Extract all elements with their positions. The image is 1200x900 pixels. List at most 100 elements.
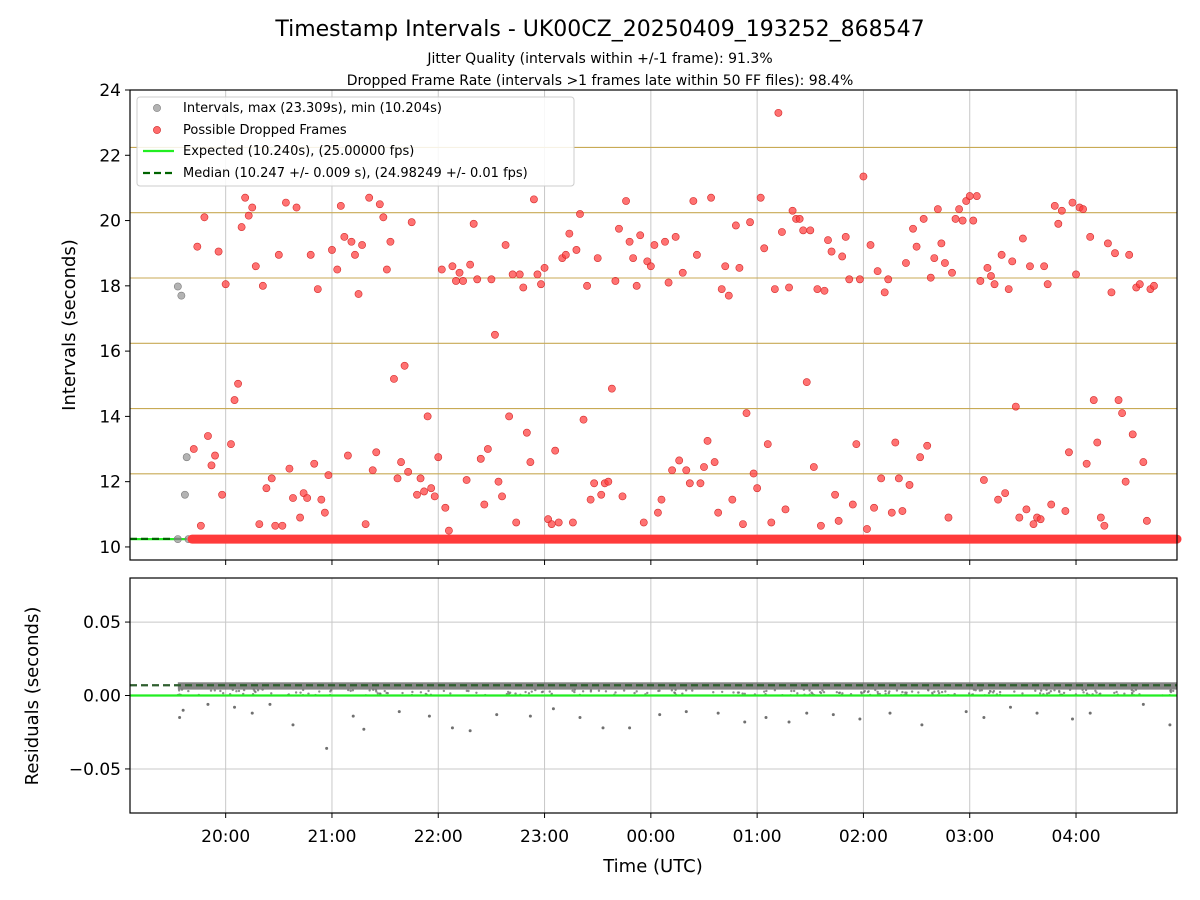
- dropped-point-161: [767, 518, 776, 527]
- residual-texture-point: [1082, 691, 1085, 694]
- dropped-point-54: [386, 237, 395, 246]
- dropped-point-224: [990, 280, 999, 289]
- dropped-point-185: [852, 440, 861, 449]
- residual-texture-point: [741, 692, 744, 695]
- dropped-point-227: [1001, 489, 1010, 497]
- dropped-point-179: [831, 490, 839, 499]
- dropped-point-51: [375, 200, 384, 209]
- dropped-point-81: [483, 445, 492, 453]
- dropped-point-16: [248, 203, 257, 212]
- dropped-point-172: [806, 226, 815, 235]
- dropped-point-215: [958, 216, 967, 225]
- legend-entry-expected: Expected (10.240s), (25.00000 fps): [183, 144, 414, 159]
- dropped-point-17: [251, 262, 260, 271]
- residual-texture-point: [876, 690, 879, 694]
- dropped-point-18: [255, 520, 264, 528]
- dropped-point-146: [714, 508, 723, 517]
- dropped-point-128: [650, 241, 659, 249]
- residual-outlier-19: [628, 726, 632, 730]
- dropped-point-104: [565, 229, 574, 238]
- interval-point-0: [173, 535, 182, 544]
- residual-texture-point: [209, 689, 213, 692]
- dropped-point-127: [646, 262, 655, 271]
- residual-texture-point: [581, 690, 585, 693]
- dropped-point-53: [382, 265, 391, 274]
- residual-texture-point: [904, 691, 907, 694]
- residual-texture-point: [235, 690, 238, 693]
- dropped-point-262: [1125, 250, 1134, 259]
- dropped-point-95: [533, 270, 542, 279]
- dropped-point-56: [393, 474, 402, 483]
- dropped-point-266: [1139, 458, 1148, 466]
- dropped-point-8: [218, 490, 227, 499]
- dropped-point-15: [244, 211, 253, 220]
- dropped-point-151: [731, 221, 740, 230]
- dropped-point-170: [799, 226, 808, 235]
- dropped-point-60: [407, 218, 416, 227]
- residual-texture-point: [442, 689, 446, 693]
- residual-texture-point: [540, 690, 544, 694]
- dropped-point-49: [368, 466, 377, 475]
- dropped-point-116: [607, 384, 616, 393]
- residual-texture-point: [589, 688, 593, 692]
- dropped-point-82: [487, 275, 496, 284]
- residual-texture-point: [1039, 689, 1043, 692]
- chart-subtitle-dropped: Dropped Frame Rate (intervals >1 frames …: [347, 73, 854, 89]
- dropped-point-144: [707, 193, 715, 202]
- residual-texture-point: [614, 691, 617, 694]
- dropped-point-37: [324, 471, 333, 480]
- dropped-point-138: [685, 479, 694, 488]
- residual-texture-point: [1095, 691, 1098, 694]
- dropped-point-11: [230, 396, 239, 404]
- dropped-point-50: [372, 448, 381, 457]
- dropped-point-166: [785, 283, 793, 292]
- dropped-point-123: [632, 281, 641, 290]
- dropped-point-88: [508, 270, 517, 279]
- dropped-point-2: [196, 521, 205, 530]
- residual-texture-point: [237, 689, 241, 693]
- dropped-point-183: [845, 275, 854, 284]
- dropped-point-263: [1128, 430, 1137, 439]
- dropped-point-190: [870, 503, 878, 512]
- residual-texture-point: [1034, 689, 1037, 692]
- dropped-point-175: [817, 521, 825, 530]
- dropped-point-260: [1118, 409, 1126, 418]
- residual-outlier-13: [468, 729, 472, 733]
- dropped-point-110: [586, 495, 595, 504]
- top-y-axis-label: Intervals (seconds): [59, 239, 80, 411]
- residual-outlier-10: [397, 710, 401, 714]
- residual-texture-point: [1132, 690, 1135, 693]
- dropped-point-92: [522, 428, 531, 437]
- residual-texture-point: [635, 690, 638, 693]
- dropped-point-36: [320, 508, 329, 517]
- residual-texture-point: [219, 689, 222, 693]
- dropped-point-193: [880, 288, 889, 297]
- chart-title: Timestamp Intervals - UK00CZ_20250409_19…: [274, 17, 924, 42]
- dropped-point-63: [420, 487, 428, 496]
- residual-texture-point: [427, 689, 430, 693]
- residual-band: [177, 682, 1177, 690]
- residual-texture-point: [349, 689, 352, 693]
- dropped-point-205: [923, 441, 932, 450]
- dropped-point-28: [292, 203, 301, 212]
- dropped-point-100: [551, 446, 560, 455]
- residual-texture-point: [972, 688, 976, 691]
- bottom-y-axis-label: Residuals (seconds): [22, 607, 43, 786]
- dropped-point-25: [281, 198, 290, 207]
- dropped-point-162: [770, 285, 779, 293]
- residual-outlier-12: [450, 726, 454, 730]
- bottom-panel-x-ticks: 20:00 21:00 22:00 23:00 00:00 01:00 02:00 03:00…: [201, 813, 1101, 847]
- residual-texture-point: [1134, 688, 1138, 691]
- dropped-point-256: [1104, 239, 1112, 248]
- dropped-point-184: [848, 500, 857, 509]
- dropped-point-212: [948, 268, 956, 277]
- residual-outlier-8: [351, 714, 355, 718]
- dropped-point-208: [933, 205, 942, 214]
- residual-texture-point: [301, 688, 305, 692]
- residual-texture-point: [524, 690, 527, 694]
- legend-marker-intervals: [153, 104, 161, 112]
- residual-texture-point: [347, 688, 350, 692]
- dropped-point-39: [333, 265, 342, 274]
- dropped-point-108: [579, 415, 588, 424]
- dropped-point-177: [824, 236, 832, 245]
